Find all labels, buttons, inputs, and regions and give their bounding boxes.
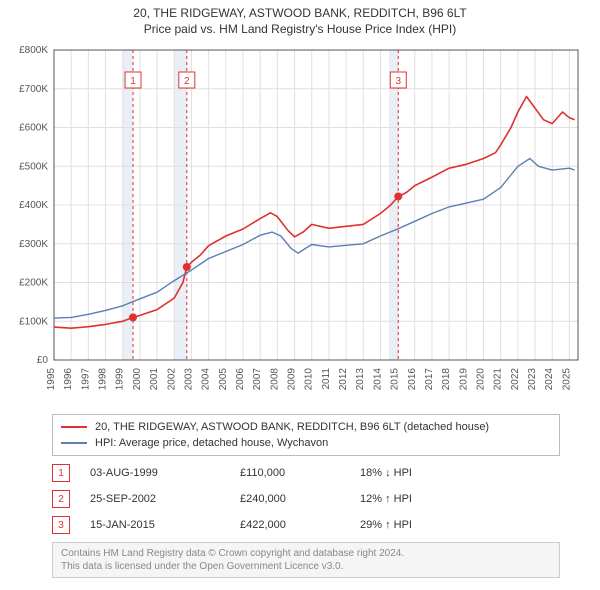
svg-text:1995: 1995 — [46, 368, 57, 391]
svg-text:2015: 2015 — [390, 368, 401, 391]
svg-text:2002: 2002 — [166, 368, 177, 391]
svg-text:2021: 2021 — [493, 368, 504, 391]
chart-svg: £0 £100K £200K £300K £400K £500K £600K £700K £80… — [10, 44, 590, 404]
sale-badge: 2 — [52, 490, 70, 508]
sale-price: £110,000 — [240, 467, 360, 479]
legend-swatch — [61, 426, 87, 428]
svg-text:2019: 2019 — [458, 368, 469, 391]
license-line-1: Contains HM Land Registry data © Crown c… — [61, 547, 551, 560]
svg-text:2023: 2023 — [527, 368, 538, 391]
legend-swatch — [61, 442, 87, 444]
svg-text:1998: 1998 — [98, 368, 109, 391]
svg-text:2: 2 — [184, 76, 190, 87]
svg-text:2006: 2006 — [235, 368, 246, 391]
license-line-2: This data is licensed under the Open Gov… — [61, 560, 551, 573]
svg-text:2018: 2018 — [441, 368, 452, 391]
svg-text:2009: 2009 — [287, 368, 298, 391]
sale-badge: 1 — [52, 464, 70, 482]
legend-label: 20, THE RIDGEWAY, ASTWOOD BANK, REDDITCH… — [95, 419, 489, 435]
svg-text:1: 1 — [130, 76, 136, 87]
sale-date: 25-SEP-2002 — [90, 493, 240, 505]
sale-row: 2 25-SEP-2002£240,00012% ↑ HPI — [52, 486, 560, 512]
svg-text:2014: 2014 — [372, 368, 383, 391]
legend-row: HPI: Average price, detached house, Wych… — [61, 435, 551, 451]
svg-text:2007: 2007 — [252, 368, 263, 391]
page: 20, THE RIDGEWAY, ASTWOOD BANK, REDDITCH… — [0, 0, 600, 590]
svg-text:2012: 2012 — [338, 368, 349, 391]
page-title: 20, THE RIDGEWAY, ASTWOOD BANK, REDDITCH… — [0, 6, 600, 20]
svg-text:2016: 2016 — [407, 368, 418, 391]
sale-note: 29% ↑ HPI — [360, 519, 560, 531]
svg-text:2004: 2004 — [201, 368, 212, 391]
price-chart: £0 £100K £200K £300K £400K £500K £600K £700K £80… — [10, 44, 590, 404]
svg-text:£300K: £300K — [19, 239, 48, 250]
svg-text:£800K: £800K — [19, 45, 48, 56]
legend: 20, THE RIDGEWAY, ASTWOOD BANK, REDDITCH… — [52, 414, 560, 456]
sale-date: 03-AUG-1999 — [90, 467, 240, 479]
sale-note: 12% ↑ HPI — [360, 493, 560, 505]
svg-text:£500K: £500K — [19, 161, 48, 172]
sale-row: 1 03-AUG-1999£110,00018% ↓ HPI — [52, 460, 560, 486]
svg-text:£0: £0 — [37, 355, 49, 366]
svg-text:£200K: £200K — [19, 278, 48, 289]
page-subtitle: Price paid vs. HM Land Registry's House … — [0, 22, 600, 36]
svg-text:2005: 2005 — [218, 368, 229, 391]
svg-text:2020: 2020 — [476, 368, 487, 391]
svg-text:1999: 1999 — [115, 368, 126, 391]
svg-text:£100K: £100K — [19, 316, 48, 327]
sale-price: £240,000 — [240, 493, 360, 505]
svg-text:2013: 2013 — [355, 368, 366, 391]
svg-text:2001: 2001 — [149, 368, 160, 391]
svg-text:1996: 1996 — [63, 368, 74, 391]
svg-text:2008: 2008 — [269, 368, 280, 391]
sale-note: 18% ↓ HPI — [360, 467, 560, 479]
svg-text:2011: 2011 — [321, 368, 332, 390]
legend-row: 20, THE RIDGEWAY, ASTWOOD BANK, REDDITCH… — [61, 419, 551, 435]
svg-text:2003: 2003 — [183, 368, 194, 391]
license-box: Contains HM Land Registry data © Crown c… — [52, 542, 560, 578]
svg-text:1997: 1997 — [80, 368, 91, 391]
titles: 20, THE RIDGEWAY, ASTWOOD BANK, REDDITCH… — [0, 0, 600, 36]
svg-text:2000: 2000 — [132, 368, 143, 391]
sale-date: 15-JAN-2015 — [90, 519, 240, 531]
sales-list: 1 03-AUG-1999£110,00018% ↓ HPI 2 25-SEP-200… — [52, 460, 560, 538]
svg-text:2025: 2025 — [561, 368, 572, 391]
svg-text:2024: 2024 — [544, 368, 555, 391]
svg-text:£700K: £700K — [19, 84, 48, 95]
svg-text:3: 3 — [396, 76, 402, 87]
svg-text:£600K: £600K — [19, 123, 48, 134]
svg-text:2017: 2017 — [424, 368, 435, 391]
sale-price: £422,000 — [240, 519, 360, 531]
svg-text:2010: 2010 — [304, 368, 315, 391]
legend-label: HPI: Average price, detached house, Wych… — [95, 435, 328, 451]
svg-text:£400K: £400K — [19, 200, 48, 211]
sale-badge: 3 — [52, 516, 70, 534]
svg-text:2022: 2022 — [510, 368, 521, 391]
sale-row: 3 15-JAN-2015£422,00029% ↑ HPI — [52, 512, 560, 538]
